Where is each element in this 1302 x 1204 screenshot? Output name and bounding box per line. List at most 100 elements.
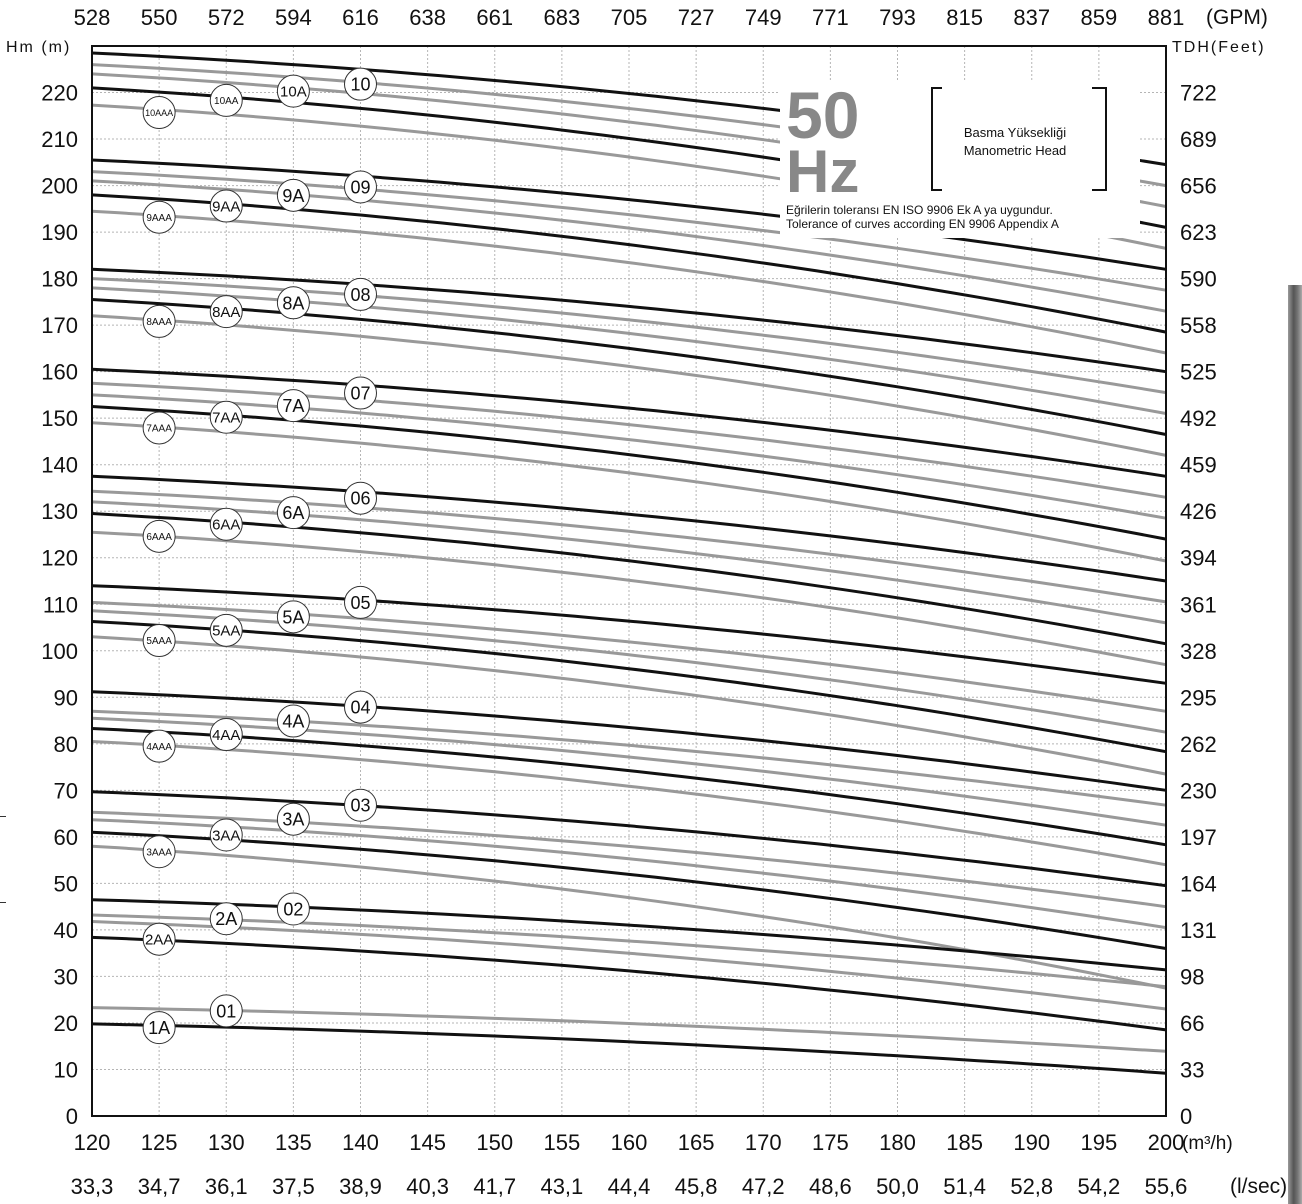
curve-labels: 1A 01 2AA 2A 02 3AAA 3AA 3A 03 4AAA 4AA 4A 04 5AAA 5AA… [142, 67, 377, 1045]
performance-curve [91, 790, 1167, 888]
curve-label-badge [276, 802, 310, 836]
gpm-tick-label: 837 [1013, 5, 1050, 30]
curve-label: 1A [148, 1018, 170, 1038]
lsec-tick-label: 47,2 [742, 1174, 785, 1199]
scan-edge-strip [1288, 285, 1302, 1204]
curve-label-badge [276, 892, 310, 926]
gpm-tick-label: 594 [275, 5, 312, 30]
x-tick-label: 145 [409, 1130, 446, 1155]
curve-label-badge [209, 295, 243, 329]
performance-curve [91, 489, 1167, 604]
performance-curve [91, 530, 1167, 667]
performance-curve [91, 298, 1167, 436]
lsec-tick-label: 51,4 [943, 1174, 986, 1199]
curve-label: 6A [282, 503, 304, 523]
x-tick-label: 170 [745, 1130, 782, 1155]
curve-label-badge [142, 729, 176, 763]
curve-label-badge [344, 585, 377, 619]
y-tick-label: 100 [41, 639, 78, 664]
curve-label-badge [276, 496, 310, 530]
curve-label-badge [276, 389, 310, 423]
curve-label-badge [209, 400, 243, 434]
curve-label: 10A [280, 84, 307, 101]
curve-label-badge [344, 277, 377, 311]
curve-label-badge [276, 74, 310, 108]
feet-tick-label: 361 [1180, 592, 1217, 617]
performance-curve [91, 913, 1167, 989]
performance-curve [91, 405, 1167, 541]
feet-tick-label: 164 [1180, 871, 1217, 896]
performance-curve [91, 716, 1167, 827]
margin-mark [0, 816, 6, 817]
x-tick-label: 180 [879, 1130, 916, 1155]
lsec-tick-label: 43,1 [540, 1174, 583, 1199]
performance-curve [91, 584, 1167, 685]
curve-label: 07 [350, 384, 370, 404]
y-tick-label: 60 [54, 825, 78, 850]
performance-curve [91, 740, 1167, 867]
performance-curve [91, 709, 1167, 807]
curve-label-badge [142, 835, 176, 869]
gpm-tick-label: 528 [74, 5, 111, 30]
curve-label: 8A [282, 293, 304, 313]
lsec-tick-label: 45,8 [675, 1174, 718, 1199]
curve-label-badge [276, 178, 310, 212]
curve-label-badge [344, 690, 377, 724]
curve-label-badge [344, 170, 377, 204]
y-tick-label: 170 [41, 313, 78, 338]
feet-tick-label: 689 [1180, 127, 1217, 152]
curve-label: 7AA [212, 410, 240, 427]
curve-label-badge [209, 83, 243, 117]
tolerance-note-tr: Eğrilerin toleransı EN ISO 9906 Ek A ya … [786, 203, 1053, 217]
curve-label-badge [142, 304, 176, 338]
y-tick-label: 210 [41, 127, 78, 152]
curve-label: 8AA [212, 304, 240, 321]
gpm-tick-label: 638 [409, 5, 446, 30]
x-tick-label: 155 [544, 1130, 581, 1155]
gpm-tick-label: 661 [476, 5, 513, 30]
performance-curve [91, 620, 1167, 754]
x-tick-label: 200 [1148, 1130, 1185, 1155]
lsec-tick-label: 34,7 [138, 1174, 181, 1199]
curve-label: 10 [350, 75, 370, 95]
performance-curve [91, 158, 1167, 271]
curve-label-badge [344, 481, 377, 515]
curve-label-badge [209, 902, 243, 936]
frequency-unit: Hz [786, 138, 859, 205]
y-tick-label: 130 [41, 499, 78, 524]
performance-curve [91, 286, 1167, 415]
legend-line-2: Manometric Head [964, 143, 1067, 158]
feet-tick-label: 197 [1180, 825, 1217, 850]
lsec-tick-label: 44,4 [608, 1174, 651, 1199]
curve-label: 9AAA [146, 213, 172, 224]
lsec-tick-label: 55,6 [1145, 1174, 1188, 1199]
feet-tick-label: 525 [1180, 360, 1217, 385]
curve-label: 2AA [145, 932, 173, 949]
feet-tick-label: 328 [1180, 639, 1217, 664]
x-tick-label: 150 [476, 1130, 513, 1155]
bottom-axis2-unit: (l/sec) [1230, 1175, 1287, 1198]
performance-curve [91, 474, 1167, 583]
lsec-tick-label: 50,0 [876, 1174, 919, 1199]
y-tick-label: 0 [66, 1104, 78, 1129]
curve-label-badge [344, 788, 377, 822]
curve-label: 3AAA [146, 847, 172, 858]
performance-curve [91, 193, 1167, 334]
curve-label-badge [209, 818, 243, 852]
performance-curve [91, 393, 1167, 520]
feet-tick-label: 426 [1180, 499, 1217, 524]
feet-tick-label: 33 [1180, 1057, 1204, 1082]
curve-group [91, 51, 1167, 1075]
curve-label: 4AAA [146, 742, 172, 753]
gpm-tick-label: 727 [678, 5, 715, 30]
y-tick-label: 70 [54, 778, 78, 803]
performance-curve [91, 314, 1167, 457]
feet-tick-label: 558 [1180, 313, 1217, 338]
feet-tick-label: 492 [1180, 406, 1217, 431]
curve-label-badge [142, 624, 176, 658]
lsec-tick-label: 48,6 [809, 1174, 852, 1199]
performance-curve [91, 600, 1167, 713]
grid [91, 46, 1167, 1117]
